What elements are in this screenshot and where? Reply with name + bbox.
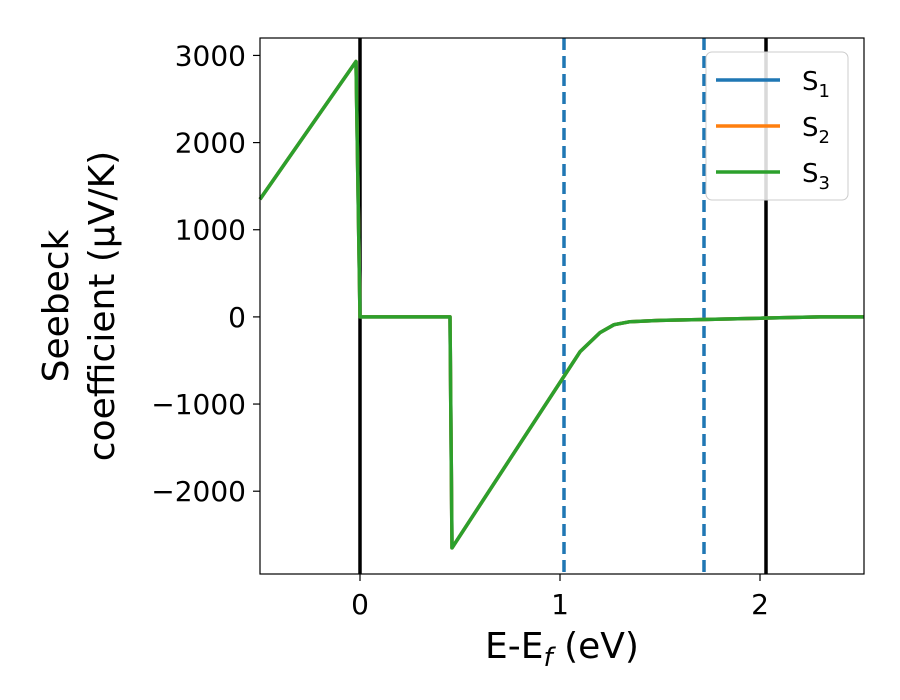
- legend-label-2: S2: [802, 113, 830, 148]
- x-tick-label-2: 2: [751, 588, 769, 621]
- y-axis-label: Seebeck coefficient (μV/K): [36, 151, 123, 461]
- legend: S1 S2 S3: [705, 51, 849, 201]
- x-axis-label: E-Ef (eV): [485, 626, 639, 673]
- y-tick-label-5: −2000: [151, 475, 246, 508]
- y-tick-label-2: 1000: [175, 214, 246, 247]
- x-tick-label-1: 1: [551, 588, 569, 621]
- y-tick-label-1: 2000: [175, 127, 246, 160]
- legend-label-3: S3: [802, 159, 830, 194]
- y-tick-label-0: 3000: [175, 39, 246, 72]
- y-axis-label-line1: Seebeck: [36, 229, 77, 382]
- series-line-3: [258, 59, 864, 550]
- plot-frame: [259, 37, 865, 575]
- y-tick-label-4: −1000: [151, 388, 246, 421]
- y-tick-label-3: 0: [228, 301, 246, 334]
- vertical-lines: [358, 38, 768, 574]
- x-tick-label-0: 0: [351, 588, 369, 621]
- x-ticks: 0 1 2: [351, 574, 769, 621]
- y-ticks: 3000 2000 1000 0 −1000 −2000: [151, 39, 260, 508]
- series-lines: [258, 59, 864, 550]
- y-axis-label-line2: coefficient (μV/K): [82, 151, 123, 461]
- legend-label-1: S1: [802, 67, 830, 102]
